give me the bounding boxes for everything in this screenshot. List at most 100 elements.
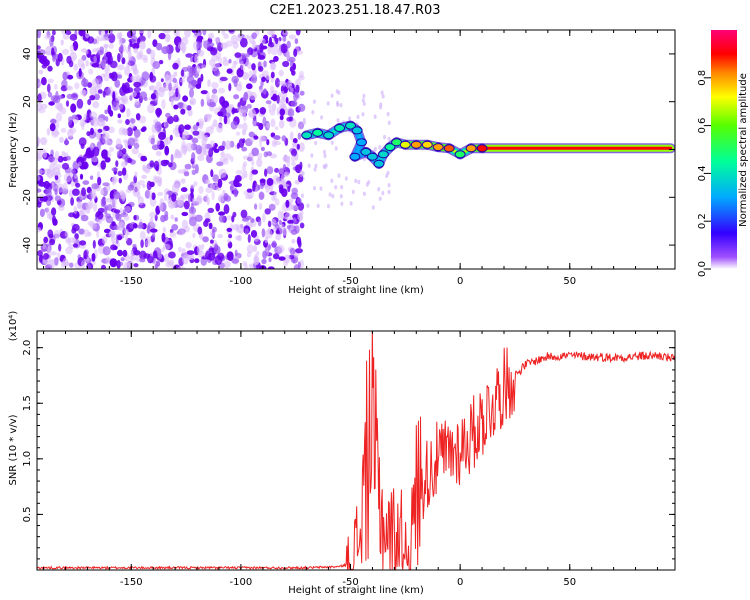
noise-speckle	[208, 59, 216, 67]
noise-speckle	[167, 162, 173, 168]
noise-speckle	[60, 39, 64, 46]
noise-speckle	[252, 118, 257, 127]
noise-speckle	[177, 266, 186, 269]
noise-speckle	[383, 134, 386, 140]
noise-speckle	[120, 161, 128, 168]
y-tick-label: -20	[22, 189, 33, 205]
noise-speckle	[238, 138, 245, 148]
y-tick-label: 0	[22, 146, 33, 152]
noise-speckle	[91, 63, 100, 68]
noise-speckle	[89, 111, 98, 119]
noise-speckle	[203, 40, 210, 49]
noise-speckle	[101, 264, 106, 269]
noise-speckle	[124, 205, 131, 213]
noise-speckle	[306, 203, 310, 208]
trace-blob	[476, 144, 488, 153]
noise-speckle	[64, 230, 69, 238]
noise-speckle	[193, 41, 200, 51]
noise-speckle	[328, 192, 332, 197]
noise-speckle	[226, 227, 233, 232]
snr-panel: -150 -100 -50 0 50 0.5 1.0 1.5 2.0 Height of str…	[8, 311, 676, 596]
noise-speckle	[173, 30, 179, 36]
noise-speckle	[190, 55, 193, 63]
noise-speckle	[43, 253, 49, 260]
noise-speckle	[241, 172, 245, 180]
noise-speckle	[115, 96, 122, 102]
colorbar-tick-label: 0.0	[697, 261, 708, 277]
noise-speckle	[163, 122, 170, 129]
noise-speckle	[70, 197, 74, 206]
noise-speckle	[275, 77, 280, 88]
noise-speckle	[46, 128, 51, 136]
noise-speckle	[387, 189, 391, 195]
noise-speckle	[191, 30, 197, 33]
noise-speckle	[133, 81, 142, 88]
noise-speckle	[184, 124, 191, 130]
noise-speckle	[132, 42, 140, 50]
noise-speckle	[281, 81, 288, 87]
noise-speckle	[89, 95, 96, 101]
noise-speckle	[124, 66, 131, 76]
trace-blob	[377, 150, 389, 159]
colorbar: 0.0 0.2 0.4 0.6 0.8 Normalized spectral ampl…	[697, 30, 749, 277]
noise-speckle	[150, 49, 156, 60]
noise-speckle	[130, 76, 135, 81]
noise-speckle	[313, 186, 316, 191]
noise-speckle	[208, 32, 215, 40]
trace-blob	[345, 121, 356, 130]
trace-blob	[360, 147, 372, 156]
noise-speckle	[151, 192, 156, 200]
noise-speckle	[76, 200, 84, 209]
noise-speckle	[277, 244, 285, 254]
noise-speckle	[156, 179, 163, 187]
noise-speckle	[131, 36, 138, 44]
noise-speckle	[271, 240, 277, 249]
noise-speckle	[188, 71, 194, 78]
noise-speckle	[117, 119, 123, 124]
noise-speckle	[217, 234, 223, 239]
noise-speckle	[223, 260, 231, 269]
noise-speckle	[72, 243, 79, 248]
noise-speckle	[136, 74, 142, 84]
noise-speckle	[97, 207, 105, 214]
noise-speckle	[87, 264, 92, 269]
noise-speckle	[356, 114, 360, 120]
noise-speckle	[160, 78, 164, 83]
noise-speckle	[139, 258, 146, 263]
noise-speckle	[88, 68, 94, 75]
y-tick-label: 0.5	[22, 506, 33, 522]
noise-speckle	[85, 50, 89, 55]
noise-speckle	[90, 156, 99, 163]
noise-speckle	[90, 192, 97, 200]
noise-speckle	[45, 189, 52, 197]
y-tick-label: 1.5	[22, 395, 33, 411]
noise-speckle	[210, 239, 214, 244]
noise-speckle	[379, 102, 383, 107]
snr-background	[37, 331, 675, 570]
trace-blob	[421, 140, 433, 149]
noise-speckle	[123, 228, 129, 235]
noise-speckle	[237, 123, 243, 129]
noise-speckle	[123, 139, 128, 144]
noise-speckle	[200, 90, 209, 95]
noise-speckle	[164, 33, 171, 43]
noise-speckle	[121, 193, 126, 202]
noise-speckle	[93, 55, 97, 63]
noise-speckle	[54, 174, 59, 181]
noise-speckle	[97, 176, 102, 186]
noise-speckle	[175, 87, 179, 98]
noise-speckle	[291, 239, 296, 244]
noise-speckle	[100, 160, 106, 170]
trace-blob	[410, 140, 422, 149]
noise-speckle	[314, 140, 318, 146]
noise-speckle	[296, 197, 302, 205]
noise-speckle	[113, 209, 121, 214]
noise-speckle	[164, 74, 172, 84]
noise-speckle	[264, 168, 268, 177]
noise-speckle	[387, 136, 391, 142]
noise-speckle	[274, 167, 280, 173]
noise-speckle	[271, 103, 277, 111]
noise-speckle	[114, 79, 121, 88]
noise-speckle	[138, 179, 145, 186]
noise-speckle	[266, 177, 274, 186]
